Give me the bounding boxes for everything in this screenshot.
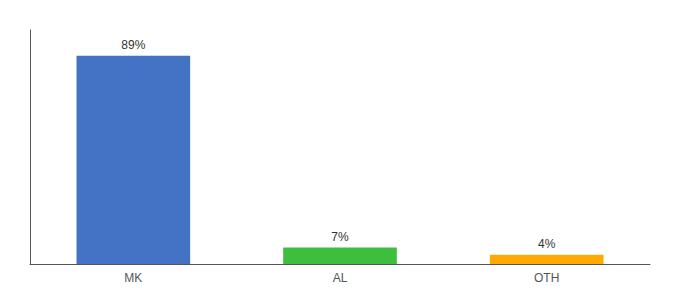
svg-text:89%: 89% [121,38,145,52]
svg-text:OTH: OTH [534,271,559,285]
svg-text:AL: AL [333,271,348,285]
svg-text:7%: 7% [331,230,349,244]
svg-text:4%: 4% [538,237,556,251]
svg-text:MK: MK [124,271,142,285]
